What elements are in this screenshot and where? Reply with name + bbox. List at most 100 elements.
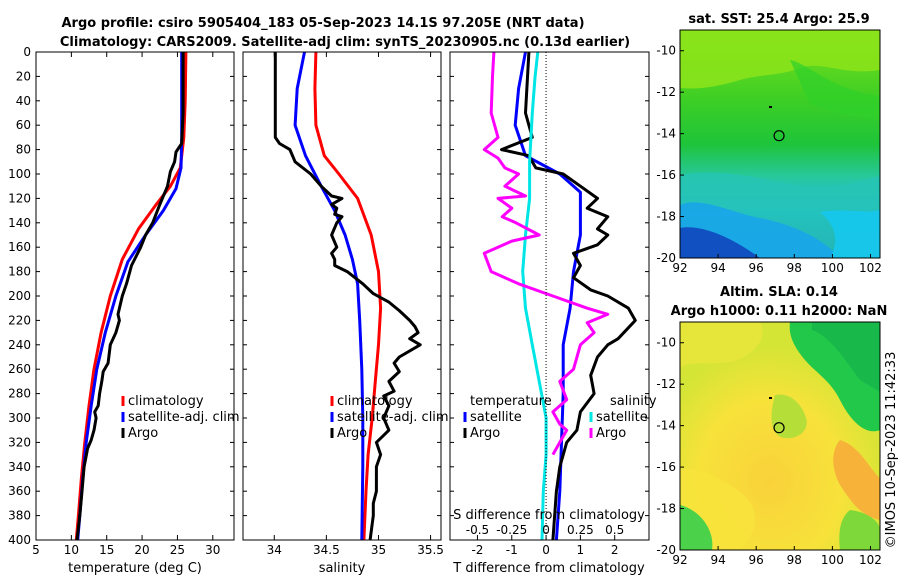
sst-map-image [680,30,880,258]
y-tick-label: 80 [16,143,31,157]
s-difference-x-ticks: -0.5 -0.25 0 0.25 0.5 [466,523,624,537]
argo-track-marker [769,106,772,108]
x-tick-label: 0 [542,543,550,557]
legend-label-argo: Argo [337,426,367,441]
lon-tick-label: 102 [859,553,882,567]
t-difference-label: T difference from climatology [452,561,645,576]
lon-tick-label: 94 [710,553,725,567]
lon-tick-label: 102 [859,261,882,275]
salinity-x-label: salinity [319,561,366,576]
sla-map-frame [679,321,881,551]
lat-tick-label: -16 [656,168,676,182]
temperature-panel: 5 10 15 20 25 30 0204060801001201401601802002… [8,45,649,576]
x-tick-label: 1 [577,543,585,557]
difference-axes-frame [449,51,650,541]
temperature-legend: climatology satellite-adj. clim Argo [121,394,240,441]
s-difference-label: S difference from climatology [453,508,645,523]
argo-height-title: Argo h1000: 0.11 h2000: NaN [671,304,888,319]
sla-lon-ticks: 92 94 96 98 100 102 [672,546,882,567]
x2-tick-label: -0.5 [466,523,489,537]
y-tick-label: 60 [16,118,31,132]
lat-tick-label: -16 [656,460,676,474]
salinity-axes-frame [242,51,442,541]
x2-tick-label: 0.25 [567,523,594,537]
y-tick-label: 360 [8,484,31,498]
x-tick-label: 35 [371,543,386,557]
x-tick-label: 30 [205,543,220,557]
series-climatology [313,51,383,541]
sst-map-frame [679,29,881,259]
series-argo [75,52,185,541]
legend-label-climatology: climatology [128,394,204,409]
x-tick-label: 25 [170,543,185,557]
argo-track-marker [769,397,772,399]
y-tick-label: 260 [8,362,31,376]
series-t-argo-clim [500,51,637,541]
x-tick-label: 34.5 [313,543,340,557]
y-tick-label: 280 [8,387,31,401]
difference-panel: -2 -1 0 1 2 -0.5 -0.25 0 0.25 0.5 S difference f… [449,51,657,576]
lon-tick-label: 92 [672,261,687,275]
series-climatology [74,51,188,541]
lon-tick-label: 98 [787,261,802,275]
sla-map-image [680,322,880,550]
x-tick-label: 34 [267,543,282,557]
x-tick-label: -1 [506,543,518,557]
legend-title-temperature: temperature [470,394,552,409]
lat-tick-label: -12 [656,377,676,391]
sst-map-title: sat. SST: 25.4 Argo: 25.9 [688,12,869,27]
legend-label-satellite: satellite-adj. clim [337,410,449,425]
temperature-series-group [74,51,188,541]
lat-tick-label: -10 [656,44,676,58]
x-tick-label: 5 [32,543,40,557]
x-tick-label: 15 [99,543,114,557]
lat-tick-label: -20 [656,543,676,557]
legend-title-salinity: salinity [610,394,657,409]
sst-map: sat. SST: 25.4 Argo: 25.9 92 94 96 98 100 102… [656,12,882,275]
y-tick-label: 200 [8,289,31,303]
lon-tick-label: 96 [749,261,764,275]
sst-lon-ticks: 92 94 96 98 100 102 [672,254,882,275]
legend-label-t-satellite: satellite [470,410,522,425]
y-tick-label: 100 [8,167,31,181]
salinity-panel: 34 34.5 35 35.5 salinity climatology satell… [242,51,449,576]
temperature-x-ticks: 5 10 15 20 25 30 [32,52,220,557]
temperature-x-label: temperature (deg C) [68,561,202,576]
lon-tick-label: 98 [787,553,802,567]
y-tick-label: 240 [8,338,31,352]
series-s-satellite-clim [521,51,548,541]
y-tick-label: 220 [8,313,31,327]
salinity-legend: climatology satellite-adj. clim Argo [330,394,449,441]
legend-label-t-argo: Argo [470,426,500,441]
series-argo [273,52,422,541]
t-difference-x-ticks: -2 -1 0 1 2 [471,535,619,557]
x-tick-label: 20 [134,543,149,557]
lat-tick-label: -18 [656,210,676,224]
x2-tick-label: -0.25 [496,523,527,537]
salinity-x-ticks: 34 34.5 35 35.5 [267,52,444,557]
legend-label-climatology: climatology [337,394,413,409]
sla-map: Altim. SLA: 0.14 Argo h1000: 0.11 h2000:… [656,285,887,567]
x-tick-label: 10 [64,543,79,557]
lon-tick-label: 92 [672,553,687,567]
lat-tick-label: -18 [656,502,676,516]
temperature-axes-frame [35,51,235,541]
y-tick-label: 320 [8,435,31,449]
argo-location-marker [773,130,785,142]
y-tick-label: 400 [8,533,31,547]
sla-map-title: Altim. SLA: 0.14 [720,285,838,300]
x-tick-label: 35.5 [417,543,444,557]
lon-tick-label: 94 [710,261,725,275]
legend-label-argo: Argo [128,426,158,441]
depth-y-ticks: 0 20 40 60 80 100 120 140 160 180 200 220 240 260 280 3… [8,45,649,547]
lon-tick-label: 100 [821,553,844,567]
lat-tick-label: -14 [656,419,676,433]
sst-lat-ticks: -10 -12 -14 -16 -18 -20 [656,44,684,265]
difference-series-group [482,51,637,541]
salinity-series-group [273,51,422,541]
lon-tick-label: 96 [749,553,764,567]
series-satellite-adj-clim [293,51,365,541]
x2-tick-label: 0.5 [605,523,624,537]
x2-tick-label: 0 [542,523,550,537]
lat-tick-label: -20 [656,251,676,265]
